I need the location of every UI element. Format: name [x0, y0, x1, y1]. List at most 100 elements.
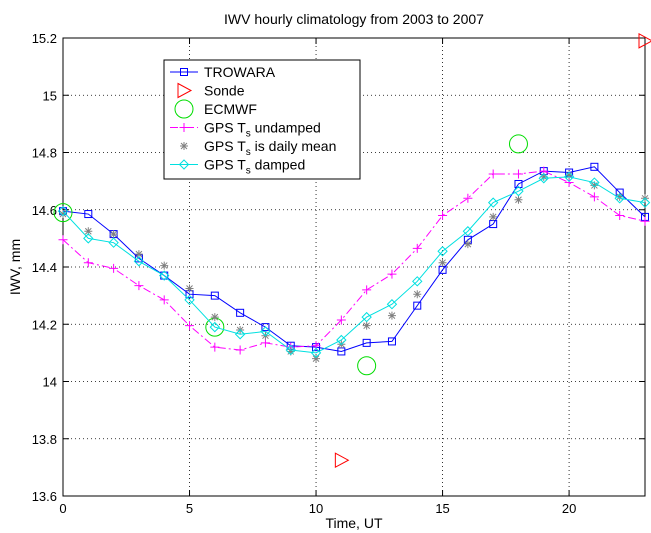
data-point — [261, 323, 270, 332]
data-point — [310, 347, 322, 359]
data-point — [508, 134, 528, 154]
data-point — [564, 178, 574, 188]
data-point — [184, 294, 195, 306]
legend-label-main: ECMWF — [204, 101, 257, 117]
legend-marker — [180, 68, 188, 76]
x-axis-label: Time, UT — [325, 515, 382, 531]
legend-item: TROWARA — [170, 64, 276, 80]
data-point — [362, 285, 372, 295]
legend-item: GPS Ts undamped — [170, 120, 321, 140]
data-point — [236, 308, 245, 317]
data-point — [234, 329, 246, 340]
data-point — [615, 192, 624, 201]
legend-label: Sonde — [204, 83, 245, 99]
data-point — [109, 230, 118, 239]
data-point — [386, 299, 398, 310]
chart-title: IWV hourly climatology from 2003 to 2007 — [224, 11, 484, 27]
y-tick-labels: 13.6 13.8 14 14.2 14.4 14.6 14.8 15 15.2 — [32, 31, 57, 504]
series-5 — [57, 171, 651, 359]
data-point — [462, 226, 474, 237]
legend-label-subscript: s — [246, 166, 251, 177]
data-point — [513, 185, 524, 197]
data-point — [133, 256, 145, 267]
data-point — [614, 193, 625, 204]
legend-label-main: GPS T — [204, 138, 246, 154]
legend-label-suffix: damped — [251, 157, 305, 173]
legend-label-main: GPS T — [204, 120, 246, 136]
legend-label-subscript: s — [246, 129, 251, 140]
data-point — [134, 281, 144, 291]
legend-marker — [178, 159, 190, 170]
data-point — [235, 345, 245, 355]
data-point — [285, 344, 296, 356]
data-point — [412, 243, 422, 253]
data-point — [589, 177, 600, 188]
data-point — [312, 354, 321, 363]
legend-label-suffix: undamped — [251, 120, 321, 136]
legend-label-main: GPS T — [204, 157, 246, 173]
legend-label: GPS Ts undamped — [204, 120, 321, 140]
data-point — [413, 290, 422, 299]
data-point — [538, 173, 549, 184]
legend-marker — [180, 142, 188, 150]
data-point — [357, 356, 377, 376]
legend-label: GPS Ts damped — [204, 157, 305, 177]
y-tick-label: 14 — [43, 375, 57, 390]
data-point — [463, 240, 472, 249]
data-point — [640, 216, 650, 226]
data-point — [53, 203, 73, 223]
legend-item: GPS Ts damped — [170, 157, 305, 177]
legend-item: GPS Ts is daily mean — [180, 138, 336, 158]
data-point — [387, 311, 396, 320]
y-tick-label: 13.6 — [32, 489, 57, 504]
data-point — [615, 210, 625, 220]
data-point — [438, 258, 447, 267]
data-point — [514, 179, 523, 188]
legend-item: Sonde — [177, 83, 245, 99]
data-point — [159, 270, 170, 281]
y-tick-label: 15.2 — [32, 31, 57, 46]
data-point — [160, 261, 169, 270]
legend-label-main: Sonde — [204, 83, 245, 99]
legend-label-subscript: s — [246, 147, 251, 158]
data-point — [539, 172, 548, 181]
y-tick-label: 14.2 — [32, 317, 57, 332]
data-point — [639, 197, 651, 208]
data-point — [437, 246, 448, 257]
axis-ticks — [62, 37, 645, 497]
data-point — [59, 210, 67, 219]
series-1 — [334, 33, 651, 469]
data-point — [185, 284, 194, 293]
data-point — [84, 227, 93, 236]
data-point — [589, 192, 599, 202]
y-tick-label: 14.6 — [32, 203, 57, 218]
data-point — [83, 258, 93, 268]
data-point — [58, 235, 68, 245]
data-point — [488, 169, 498, 179]
x-tick-label: 5 — [186, 501, 193, 516]
data-point — [108, 237, 119, 248]
legend-box — [163, 59, 361, 180]
y-tick-label: 15 — [43, 88, 57, 103]
legend-label: ECMWF — [204, 101, 257, 117]
x-tick-label: 0 — [59, 501, 66, 516]
data-point — [57, 205, 69, 217]
data-point — [638, 33, 651, 49]
data-point — [109, 263, 119, 273]
y-tick-label: 14.8 — [32, 146, 57, 161]
data-point — [590, 162, 599, 171]
data-point — [412, 276, 423, 287]
x-tick-label: 15 — [435, 501, 449, 516]
data-point — [362, 338, 371, 347]
data-point — [160, 271, 169, 280]
legend-marker — [179, 123, 189, 132]
data-point — [185, 321, 195, 331]
data-point — [209, 321, 221, 333]
legend-label: TROWARA — [204, 64, 276, 80]
data-point — [210, 313, 219, 322]
data-point — [387, 337, 396, 346]
data-point — [336, 315, 346, 325]
data-point — [260, 338, 270, 348]
